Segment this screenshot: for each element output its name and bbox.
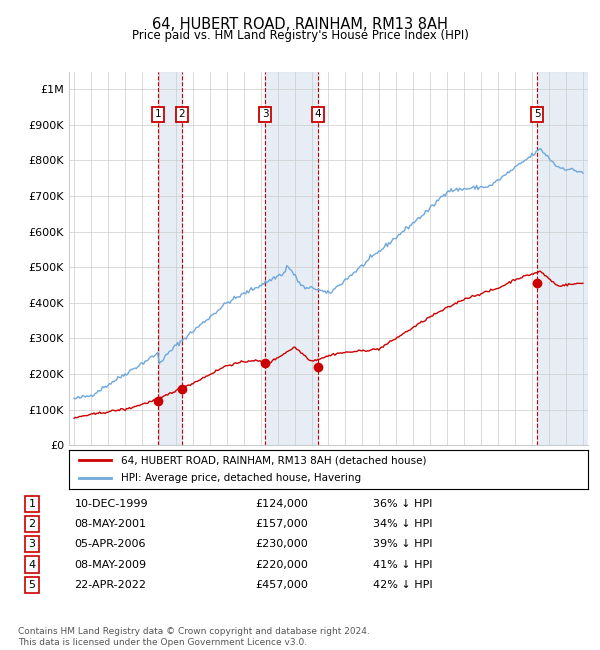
Text: 34% ↓ HPI: 34% ↓ HPI bbox=[373, 519, 433, 529]
Text: 3: 3 bbox=[29, 540, 35, 549]
Text: 64, HUBERT ROAD, RAINHAM, RM13 8AH: 64, HUBERT ROAD, RAINHAM, RM13 8AH bbox=[152, 17, 448, 32]
Text: £157,000: £157,000 bbox=[255, 519, 308, 529]
Text: 22-APR-2022: 22-APR-2022 bbox=[74, 580, 146, 590]
Text: 41% ↓ HPI: 41% ↓ HPI bbox=[373, 560, 433, 569]
Text: 1: 1 bbox=[29, 499, 35, 509]
Text: Contains HM Land Registry data © Crown copyright and database right 2024.
This d: Contains HM Land Registry data © Crown c… bbox=[18, 627, 370, 647]
Text: 2: 2 bbox=[179, 109, 185, 119]
Text: £124,000: £124,000 bbox=[255, 499, 308, 509]
Text: 5: 5 bbox=[534, 109, 541, 119]
Text: 1: 1 bbox=[155, 109, 161, 119]
Text: 36% ↓ HPI: 36% ↓ HPI bbox=[373, 499, 433, 509]
Text: Price paid vs. HM Land Registry's House Price Index (HPI): Price paid vs. HM Land Registry's House … bbox=[131, 29, 469, 42]
Text: 3: 3 bbox=[262, 109, 268, 119]
Text: 42% ↓ HPI: 42% ↓ HPI bbox=[373, 580, 433, 590]
Text: £457,000: £457,000 bbox=[255, 580, 308, 590]
Text: 64, HUBERT ROAD, RAINHAM, RM13 8AH (detached house): 64, HUBERT ROAD, RAINHAM, RM13 8AH (deta… bbox=[121, 456, 427, 465]
Text: 05-APR-2006: 05-APR-2006 bbox=[74, 540, 146, 549]
Text: 39% ↓ HPI: 39% ↓ HPI bbox=[373, 540, 433, 549]
Text: 08-MAY-2001: 08-MAY-2001 bbox=[74, 519, 146, 529]
Text: 10-DEC-1999: 10-DEC-1999 bbox=[74, 499, 148, 509]
Bar bbox=[158, 72, 182, 445]
Text: 4: 4 bbox=[314, 109, 321, 119]
Text: 08-MAY-2009: 08-MAY-2009 bbox=[74, 560, 146, 569]
Text: £220,000: £220,000 bbox=[255, 560, 308, 569]
Text: 2: 2 bbox=[29, 519, 35, 529]
Bar bbox=[537, 72, 592, 445]
Bar bbox=[265, 72, 317, 445]
Text: 4: 4 bbox=[29, 560, 35, 569]
Text: HPI: Average price, detached house, Havering: HPI: Average price, detached house, Have… bbox=[121, 473, 361, 483]
Text: 5: 5 bbox=[29, 580, 35, 590]
Text: £230,000: £230,000 bbox=[255, 540, 308, 549]
